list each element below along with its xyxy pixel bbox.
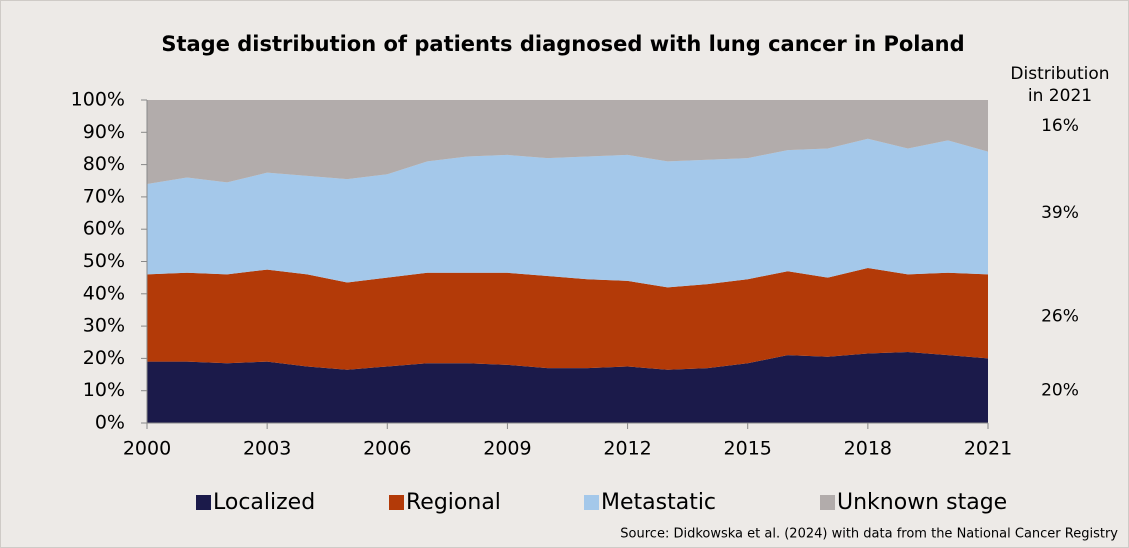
side-value-label: 39%	[1041, 203, 1079, 223]
source: Source: Didkowska et al. (2024) with dat…	[620, 527, 1118, 542]
chart-title: Stage distribution of patients diagnosed…	[161, 32, 964, 56]
x-tick-label: 2009	[483, 438, 531, 460]
x-tick-label: 2021	[964, 438, 1012, 460]
y-tick-label: 70%	[83, 185, 125, 207]
side-value-label: 16%	[1041, 116, 1079, 136]
side-value-label: 20%	[1041, 381, 1079, 401]
legend-label: Regional	[406, 490, 501, 515]
side-title: in 2021	[1028, 86, 1092, 106]
area	[147, 351, 988, 423]
legend-swatch	[820, 495, 835, 510]
y-tick-label: 20%	[83, 347, 125, 369]
area	[147, 100, 988, 184]
legend-swatch	[196, 495, 211, 510]
x-tick-label: 2006	[363, 438, 411, 460]
area	[147, 267, 988, 370]
x-tick-label: 2003	[243, 438, 291, 460]
y-tick-label: 10%	[83, 379, 125, 401]
y-tick-label: 30%	[83, 315, 125, 337]
y-tick-label: 50%	[83, 250, 125, 272]
legend-swatch	[389, 495, 404, 510]
legend-label: Unknown stage	[837, 490, 1007, 515]
legend-swatch	[584, 495, 599, 510]
x-tick-label: 2018	[844, 438, 892, 460]
y-tick-label: 0%	[95, 412, 125, 434]
side-value-label: 26%	[1041, 306, 1079, 326]
legend-label: Metastatic	[601, 490, 716, 515]
y-tick-label: 40%	[83, 282, 125, 304]
y-tick-label: 100%	[71, 89, 125, 111]
x-tick-label: 2012	[603, 438, 651, 460]
side-title: Distribution	[1010, 64, 1109, 84]
y-tick-label: 90%	[83, 121, 125, 143]
x-tick-label: 2015	[724, 438, 772, 460]
area	[147, 138, 988, 288]
legend-label: Localized	[213, 490, 315, 515]
y-tick-label: 60%	[83, 218, 125, 240]
y-tick-label: 80%	[83, 153, 125, 175]
x-tick-label: 2000	[123, 438, 171, 460]
